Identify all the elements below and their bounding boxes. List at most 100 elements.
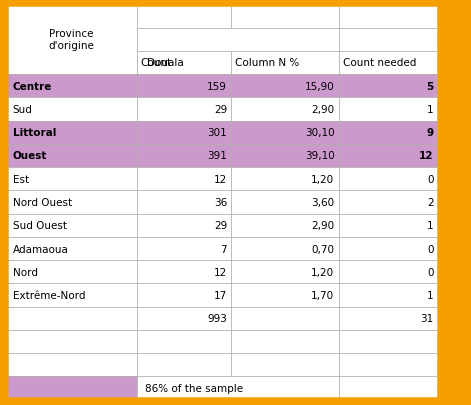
- Bar: [339, 168, 438, 191]
- Bar: [6, 284, 137, 307]
- Text: Est: Est: [13, 174, 29, 184]
- Bar: [6, 353, 137, 377]
- Text: Littoral: Littoral: [13, 128, 56, 138]
- Text: 5: 5: [426, 81, 433, 92]
- Text: Adamaoua: Adamaoua: [13, 244, 69, 254]
- Bar: [339, 145, 438, 168]
- Bar: [339, 377, 438, 400]
- Text: 30,10: 30,10: [305, 128, 334, 138]
- Bar: [231, 168, 339, 191]
- Bar: [231, 284, 339, 307]
- Bar: [137, 237, 231, 260]
- Text: 12: 12: [419, 151, 433, 161]
- Bar: [231, 260, 339, 284]
- Bar: [6, 5, 137, 75]
- Text: 2,90: 2,90: [311, 221, 334, 231]
- Bar: [6, 237, 137, 260]
- Text: 2,90: 2,90: [311, 105, 334, 115]
- Text: 1,70: 1,70: [311, 290, 334, 300]
- Text: 17: 17: [214, 290, 227, 300]
- Text: 0: 0: [427, 174, 433, 184]
- Text: 86% of the sample: 86% of the sample: [145, 383, 243, 393]
- Bar: [137, 307, 231, 330]
- Text: Province
d'origine: Province d'origine: [49, 29, 94, 51]
- Text: 36: 36: [214, 198, 227, 207]
- Bar: [231, 353, 339, 377]
- Text: 9: 9: [426, 128, 433, 138]
- Text: 3,60: 3,60: [311, 198, 334, 207]
- Text: 39,10: 39,10: [305, 151, 334, 161]
- Text: Extrême-Nord: Extrême-Nord: [13, 290, 85, 300]
- Bar: [231, 121, 339, 145]
- Text: 993: 993: [207, 313, 227, 324]
- Text: 0: 0: [427, 267, 433, 277]
- Bar: [137, 284, 231, 307]
- Bar: [231, 75, 339, 98]
- Text: Count needed: Count needed: [343, 58, 416, 68]
- Bar: [6, 145, 137, 168]
- Text: 29: 29: [214, 221, 227, 231]
- Text: 1: 1: [427, 221, 433, 231]
- Bar: [339, 52, 438, 75]
- Bar: [339, 353, 438, 377]
- Bar: [6, 121, 137, 145]
- Bar: [339, 307, 438, 330]
- Text: 12: 12: [214, 267, 227, 277]
- Bar: [6, 307, 137, 330]
- Bar: [137, 214, 231, 237]
- Text: 2: 2: [427, 198, 433, 207]
- Text: 1,20: 1,20: [311, 267, 334, 277]
- Bar: [231, 98, 339, 121]
- Bar: [6, 214, 137, 237]
- Bar: [339, 5, 438, 28]
- Text: 301: 301: [207, 128, 227, 138]
- Text: 391: 391: [207, 151, 227, 161]
- Bar: [137, 28, 339, 52]
- Text: 1: 1: [427, 105, 433, 115]
- Bar: [231, 307, 339, 330]
- Bar: [339, 260, 438, 284]
- Bar: [231, 145, 339, 168]
- Bar: [137, 121, 231, 145]
- Text: 15,90: 15,90: [305, 81, 334, 92]
- Text: Nord: Nord: [13, 267, 38, 277]
- Text: Column N %: Column N %: [235, 58, 300, 68]
- Text: 12: 12: [214, 174, 227, 184]
- Bar: [339, 284, 438, 307]
- Bar: [339, 28, 438, 52]
- Bar: [339, 98, 438, 121]
- Bar: [339, 75, 438, 98]
- Bar: [137, 98, 231, 121]
- Bar: [339, 307, 438, 330]
- Bar: [339, 214, 438, 237]
- Text: Douala: Douala: [147, 58, 184, 68]
- Bar: [137, 5, 231, 28]
- Bar: [231, 191, 339, 214]
- Bar: [137, 353, 231, 377]
- Bar: [231, 330, 339, 353]
- Bar: [137, 260, 231, 284]
- Text: 1: 1: [427, 290, 433, 300]
- Bar: [6, 260, 137, 284]
- Bar: [231, 52, 339, 75]
- Text: 29: 29: [214, 105, 227, 115]
- Text: Sud: Sud: [13, 105, 32, 115]
- Bar: [231, 5, 339, 28]
- Text: 1,20: 1,20: [311, 174, 334, 184]
- Bar: [137, 307, 231, 330]
- Text: Ouest: Ouest: [13, 151, 47, 161]
- Text: 159: 159: [207, 81, 227, 92]
- Bar: [137, 377, 339, 400]
- Bar: [137, 168, 231, 191]
- Bar: [137, 52, 231, 75]
- Text: 31: 31: [420, 313, 433, 324]
- Bar: [6, 98, 137, 121]
- Bar: [6, 330, 137, 353]
- Bar: [339, 191, 438, 214]
- Bar: [339, 237, 438, 260]
- Bar: [231, 237, 339, 260]
- Bar: [137, 75, 231, 98]
- Text: 0: 0: [427, 244, 433, 254]
- Bar: [6, 75, 137, 98]
- Bar: [137, 145, 231, 168]
